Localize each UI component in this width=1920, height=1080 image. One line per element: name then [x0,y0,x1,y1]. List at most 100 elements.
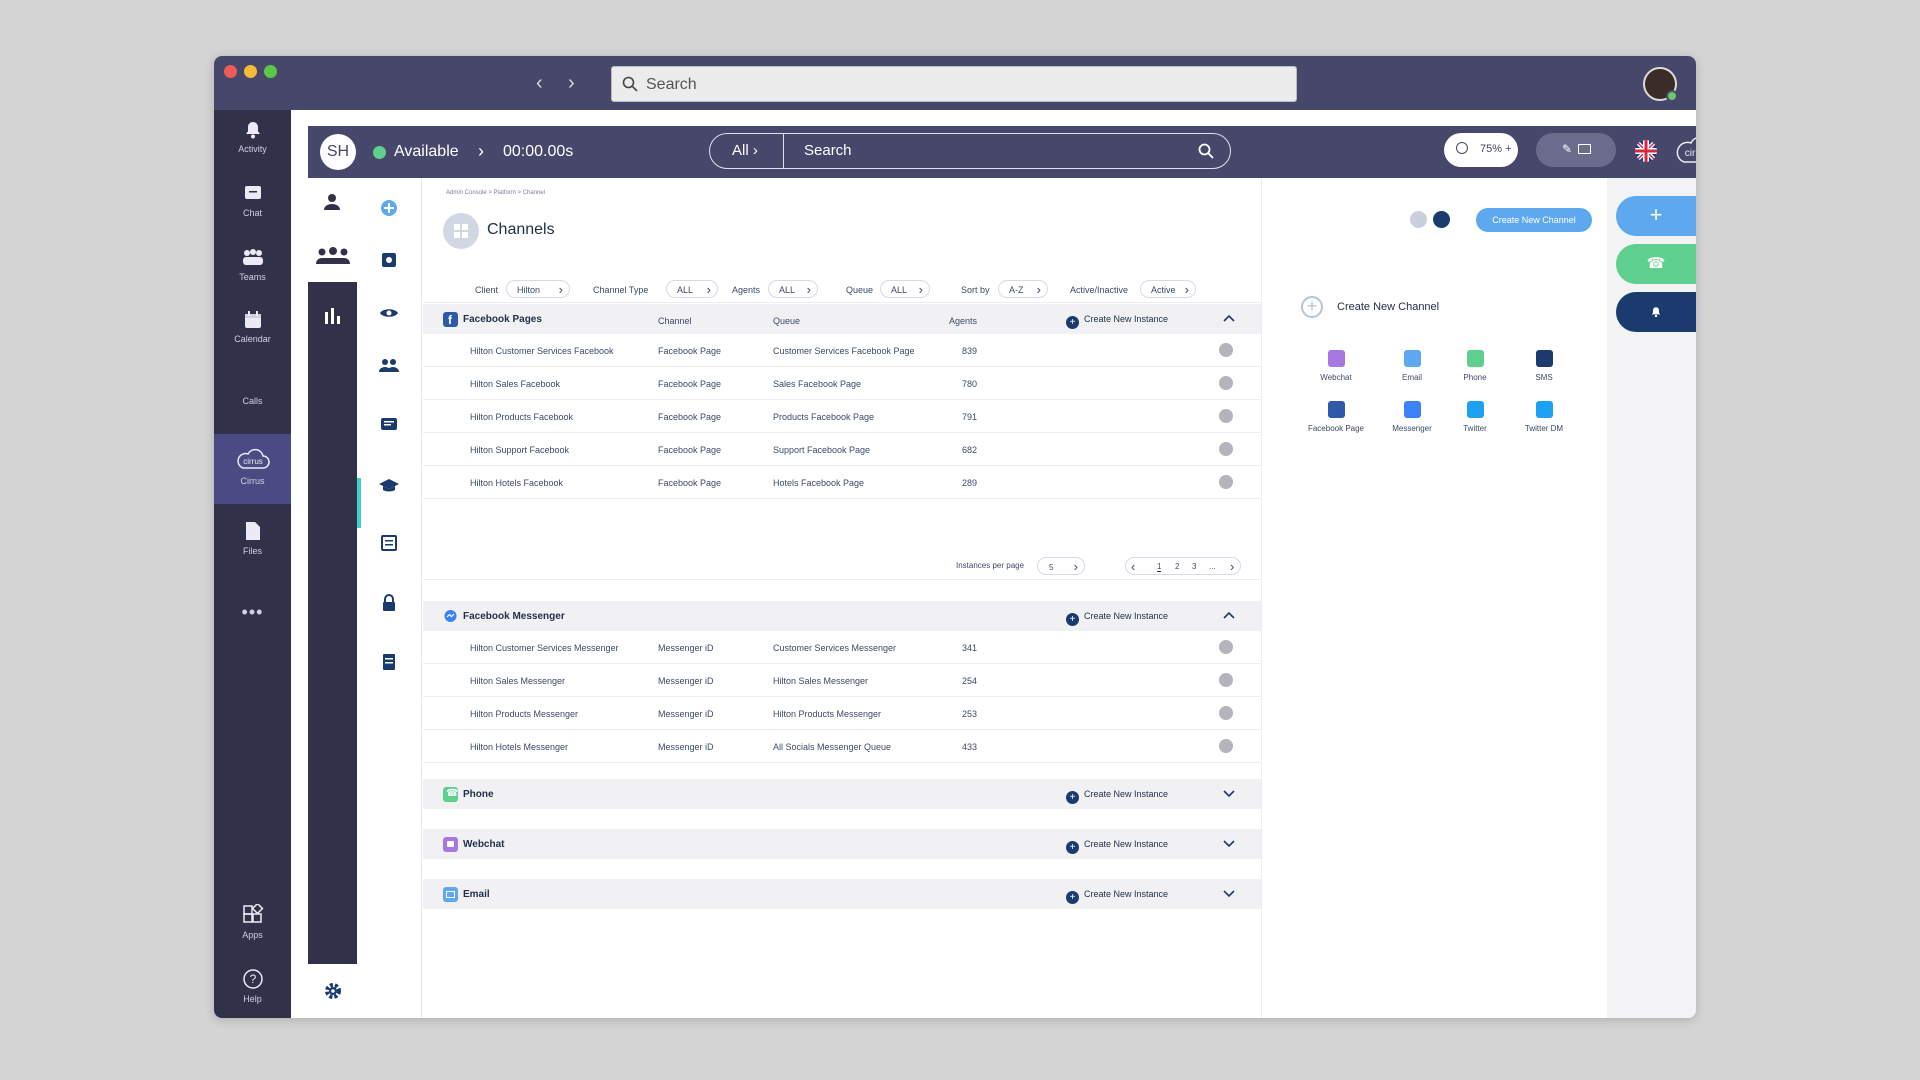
eye-icon[interactable] [377,301,401,325]
forward-arrow-icon[interactable]: › [568,72,575,94]
edit-icon[interactable] [1219,442,1233,456]
rail-cirrus[interactable]: cirrus Cirrus [214,434,291,504]
section-webchat[interactable]: Webchat + Create New Instance [423,829,1261,859]
search-icon[interactable] [1198,143,1214,159]
users-icon[interactable] [377,353,401,377]
channel-tile-messenger[interactable]: Messenger [1377,401,1447,433]
edit-icon[interactable] [1219,706,1233,720]
channels-icon[interactable] [377,413,401,437]
os-search-input[interactable]: Search [611,66,1297,102]
edit-icon[interactable] [1219,409,1233,423]
graduation-cap-icon[interactable] [377,474,401,498]
rail-calendar[interactable]: Calendar [214,310,291,344]
channel-tile-webchat[interactable]: Webchat [1301,350,1371,382]
chevron-up-icon[interactable] [1221,607,1237,623]
table-row[interactable]: Hilton Sales Messenger Messenger iD Hilton… [423,664,1261,697]
new-call-button[interactable]: ☎ [1616,244,1696,284]
table-row[interactable]: Hilton Customer Services Messenger Messen… [423,631,1261,664]
create-new-channel-button[interactable]: Create New Channel [1476,208,1592,232]
table-row[interactable]: Hilton Support Facebook Facebook Page Supp… [423,433,1261,466]
chevron-left-icon[interactable]: ‹ [1131,559,1136,574]
channel-tile-sms[interactable]: SMS [1509,350,1579,382]
settings-square-icon[interactable] [377,248,401,272]
chevron-right-icon[interactable]: › [478,141,484,161]
channel-tile-facebook-page[interactable]: Facebook Page [1301,401,1371,433]
filter-queue-select[interactable]: ALL › [880,280,930,298]
sidebar-item-reports[interactable] [323,306,343,331]
maximize-window-button[interactable] [264,65,277,78]
create-instance-button[interactable]: + Create New Instance [1066,889,1168,904]
chevron-down-icon[interactable] [1221,835,1237,851]
table-row[interactable]: Hilton Products Messenger Messenger iD Hil… [423,697,1261,730]
rail-teams[interactable]: Teams [214,248,291,282]
rail-calls[interactable]: Calls [214,396,291,406]
more-icon[interactable]: ••• [241,602,264,622]
chevron-up-icon[interactable] [1221,310,1237,326]
global-search-input[interactable]: Search [804,142,852,159]
agent-avatar[interactable]: SH [320,134,356,170]
new-action-button[interactable]: + [1616,196,1696,236]
rail-chat[interactable]: Chat [214,184,291,218]
create-instance-button[interactable]: + Create New Instance [1066,611,1168,626]
minimize-window-button[interactable] [244,65,257,78]
compose-control[interactable]: ✎ [1536,133,1616,167]
chevron-down-icon[interactable] [1221,885,1237,901]
add-circle-icon[interactable] [377,196,401,220]
back-arrow-icon[interactable]: ‹ [536,72,543,94]
filter-active-select[interactable]: Active › [1140,280,1196,298]
page-1-link[interactable]: 1 [1157,562,1162,572]
sidebar-item-agent[interactable] [308,178,357,230]
rail-files[interactable]: Files [214,520,291,556]
filter-sort-select[interactable]: A-Z › [998,280,1048,298]
edit-icon[interactable] [1219,673,1233,687]
chevron-right-icon[interactable]: › [1230,559,1235,574]
chevron-down-icon[interactable] [1221,785,1237,801]
notifications-button[interactable] [1616,292,1696,332]
rail-activity[interactable]: Activity [214,120,291,154]
page-more-link[interactable]: ... [1209,562,1216,571]
grid-view-icon[interactable] [1433,211,1450,228]
status-dropdown[interactable]: Available [394,143,459,160]
list-view-icon[interactable] [1410,211,1427,228]
rail-help[interactable]: ? Help [214,968,291,1004]
section-facebook-pages[interactable]: f Facebook Pages Channel Queue Agents + C… [423,304,1261,334]
edit-icon[interactable] [1219,739,1233,753]
edit-icon[interactable] [1219,475,1233,489]
rail-apps[interactable]: Apps [214,904,291,940]
uk-flag-icon[interactable] [1635,140,1657,162]
table-row[interactable]: Hilton Sales Facebook Facebook Page Sales … [423,367,1261,400]
section-facebook-messenger[interactable]: Facebook Messenger + Create New Instance [423,601,1261,631]
channel-tile-phone[interactable]: Phone [1440,350,1510,382]
lock-icon[interactable] [377,591,401,615]
filter-type-select[interactable]: ALL › [666,280,718,298]
gear-icon[interactable] [323,981,343,1001]
list-icon[interactable] [377,531,401,555]
filter-client-select[interactable]: Hilton › [506,280,570,298]
table-row[interactable]: Hilton Customer Services Facebook Faceboo… [423,334,1261,367]
create-instance-button[interactable]: + Create New Instance [1066,789,1168,804]
table-row[interactable]: Hilton Hotels Facebook Facebook Page Hotel… [423,466,1261,499]
section-phone[interactable]: ☎ Phone + Create New Instance [423,779,1261,809]
channel-tile-twitter-dm[interactable]: Twitter DM [1509,401,1579,433]
sidebar-item-team[interactable] [308,230,357,282]
search-scope-select[interactable]: All › [710,134,784,168]
document-icon[interactable] [377,650,401,674]
table-row[interactable]: Hilton Products Facebook Facebook Page Pro… [423,400,1261,433]
channel-tile-twitter[interactable]: Twitter [1440,401,1510,433]
edit-icon[interactable] [1219,640,1233,654]
breadcrumb[interactable]: Admin Console > Platform > Channel [446,190,546,196]
global-search[interactable]: All › Search [709,133,1231,169]
create-instance-button[interactable]: + Create New Instance [1066,839,1168,854]
channel-tile-email[interactable]: Email [1377,350,1447,382]
table-row[interactable]: Hilton Hotels Messenger Messenger iD All S… [423,730,1261,763]
page-3-link[interactable]: 3 [1192,562,1197,571]
section-email[interactable]: Email + Create New Instance [423,879,1261,909]
zoom-control[interactable]: 75% + [1444,133,1518,167]
per-page-select[interactable]: 5 › [1037,557,1085,575]
filter-agents-select[interactable]: ALL › [768,280,818,298]
edit-icon[interactable] [1219,343,1233,357]
user-avatar[interactable] [1643,67,1678,102]
edit-icon[interactable] [1219,376,1233,390]
close-window-button[interactable] [224,65,237,78]
page-2-link[interactable]: 2 [1175,562,1180,571]
